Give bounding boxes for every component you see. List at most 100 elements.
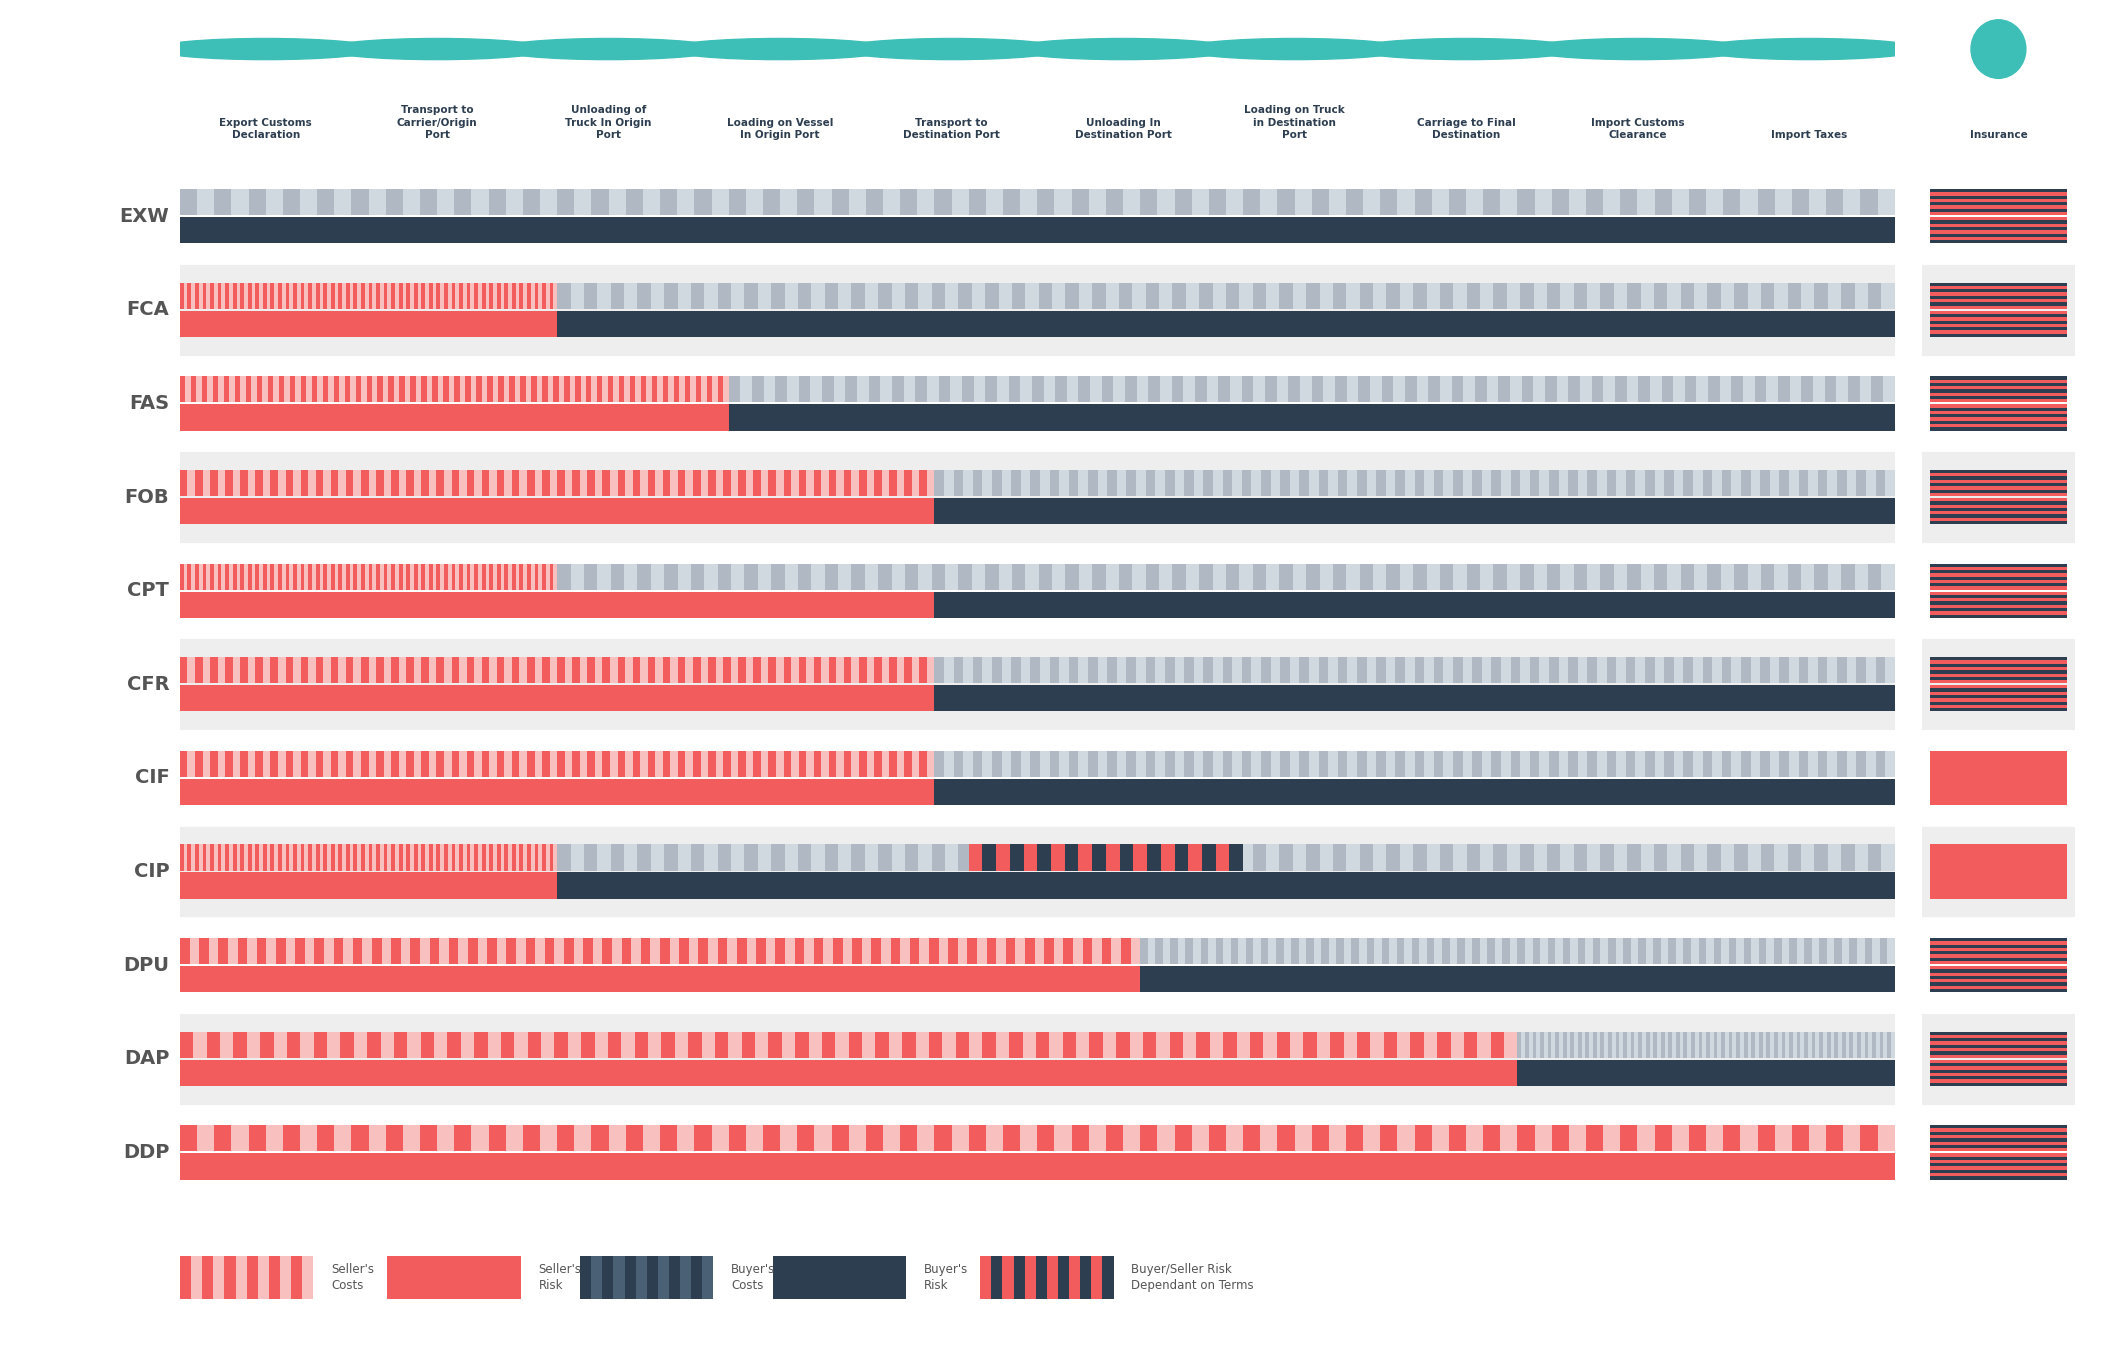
Bar: [180, 543, 1895, 637]
Bar: [1232, 751, 1243, 776]
Bar: [900, 190, 917, 215]
Bar: [542, 564, 546, 589]
Bar: [1931, 499, 2066, 501]
Bar: [889, 657, 898, 683]
Bar: [326, 1031, 341, 1058]
Bar: [436, 751, 445, 776]
Bar: [671, 657, 677, 683]
Bar: [728, 377, 741, 402]
Bar: [807, 657, 813, 683]
Bar: [764, 377, 775, 402]
Bar: [383, 564, 387, 589]
Bar: [1298, 938, 1306, 965]
Bar: [1020, 751, 1031, 776]
Bar: [536, 564, 538, 589]
Bar: [1306, 283, 1319, 309]
Text: Buyer/Seller Risk
Dependant on Terms: Buyer/Seller Risk Dependant on Terms: [1130, 1263, 1253, 1291]
Bar: [470, 283, 474, 309]
Bar: [1600, 1031, 1605, 1058]
Bar: [1010, 844, 1025, 870]
Bar: [972, 564, 984, 589]
Bar: [341, 1031, 354, 1058]
Bar: [1186, 283, 1198, 309]
Bar: [1488, 938, 1495, 965]
Bar: [205, 283, 210, 309]
Bar: [652, 377, 658, 402]
Bar: [1774, 283, 1787, 309]
Bar: [1793, 1031, 1797, 1058]
Bar: [334, 844, 339, 870]
Bar: [180, 450, 1895, 543]
Bar: [730, 470, 739, 496]
Bar: [1931, 501, 2066, 504]
Bar: [1706, 190, 1723, 215]
Bar: [661, 1031, 675, 1058]
Bar: [1105, 844, 1120, 870]
Bar: [267, 190, 284, 215]
Bar: [349, 283, 354, 309]
Bar: [661, 1125, 677, 1152]
Bar: [707, 751, 716, 776]
Bar: [1588, 564, 1600, 589]
Bar: [1012, 751, 1020, 776]
Bar: [1757, 1125, 1774, 1152]
Bar: [241, 751, 248, 776]
Bar: [493, 377, 497, 402]
Bar: [1338, 470, 1346, 496]
Bar: [1586, 190, 1603, 215]
Bar: [603, 657, 610, 683]
Bar: [1207, 377, 1219, 402]
Bar: [1867, 283, 1882, 309]
Text: Loading on Truck
in Destination
Port: Loading on Truck in Destination Port: [1245, 106, 1344, 140]
Bar: [618, 657, 625, 683]
Bar: [330, 751, 339, 776]
Bar: [1838, 1031, 1842, 1058]
Bar: [1012, 283, 1025, 309]
Bar: [1600, 938, 1609, 965]
Bar: [553, 283, 557, 309]
Bar: [207, 377, 214, 402]
Bar: [1253, 283, 1266, 309]
Bar: [1105, 1125, 1124, 1152]
Bar: [1327, 657, 1338, 683]
Bar: [180, 1125, 197, 1152]
Bar: [1533, 1031, 1537, 1058]
Bar: [1884, 657, 1895, 683]
Bar: [1357, 1031, 1370, 1058]
Bar: [849, 190, 866, 215]
Bar: [432, 564, 436, 589]
Bar: [550, 470, 557, 496]
Bar: [1209, 938, 1215, 965]
Bar: [1509, 938, 1518, 965]
Bar: [1931, 299, 2066, 302]
Bar: [1069, 1256, 1080, 1298]
Bar: [1931, 966, 2066, 969]
Bar: [1876, 470, 1884, 496]
Bar: [677, 751, 686, 776]
Bar: [180, 470, 188, 496]
Bar: [339, 844, 343, 870]
Bar: [625, 657, 633, 683]
Bar: [1050, 751, 1058, 776]
Bar: [392, 283, 396, 309]
Bar: [459, 657, 466, 683]
Bar: [275, 283, 277, 309]
Bar: [1569, 751, 1577, 776]
Bar: [792, 657, 798, 683]
Bar: [1492, 844, 1507, 870]
Bar: [362, 564, 364, 589]
Bar: [639, 657, 648, 683]
Bar: [1226, 283, 1238, 309]
Bar: [237, 938, 248, 965]
Bar: [849, 1125, 866, 1152]
Bar: [1317, 1031, 1329, 1058]
Bar: [595, 657, 603, 683]
Bar: [1755, 377, 1766, 402]
Bar: [1681, 283, 1694, 309]
Bar: [1452, 470, 1463, 496]
Bar: [1931, 321, 2066, 324]
Bar: [377, 844, 379, 870]
Bar: [768, 470, 777, 496]
Bar: [891, 283, 904, 309]
Bar: [1393, 377, 1406, 402]
